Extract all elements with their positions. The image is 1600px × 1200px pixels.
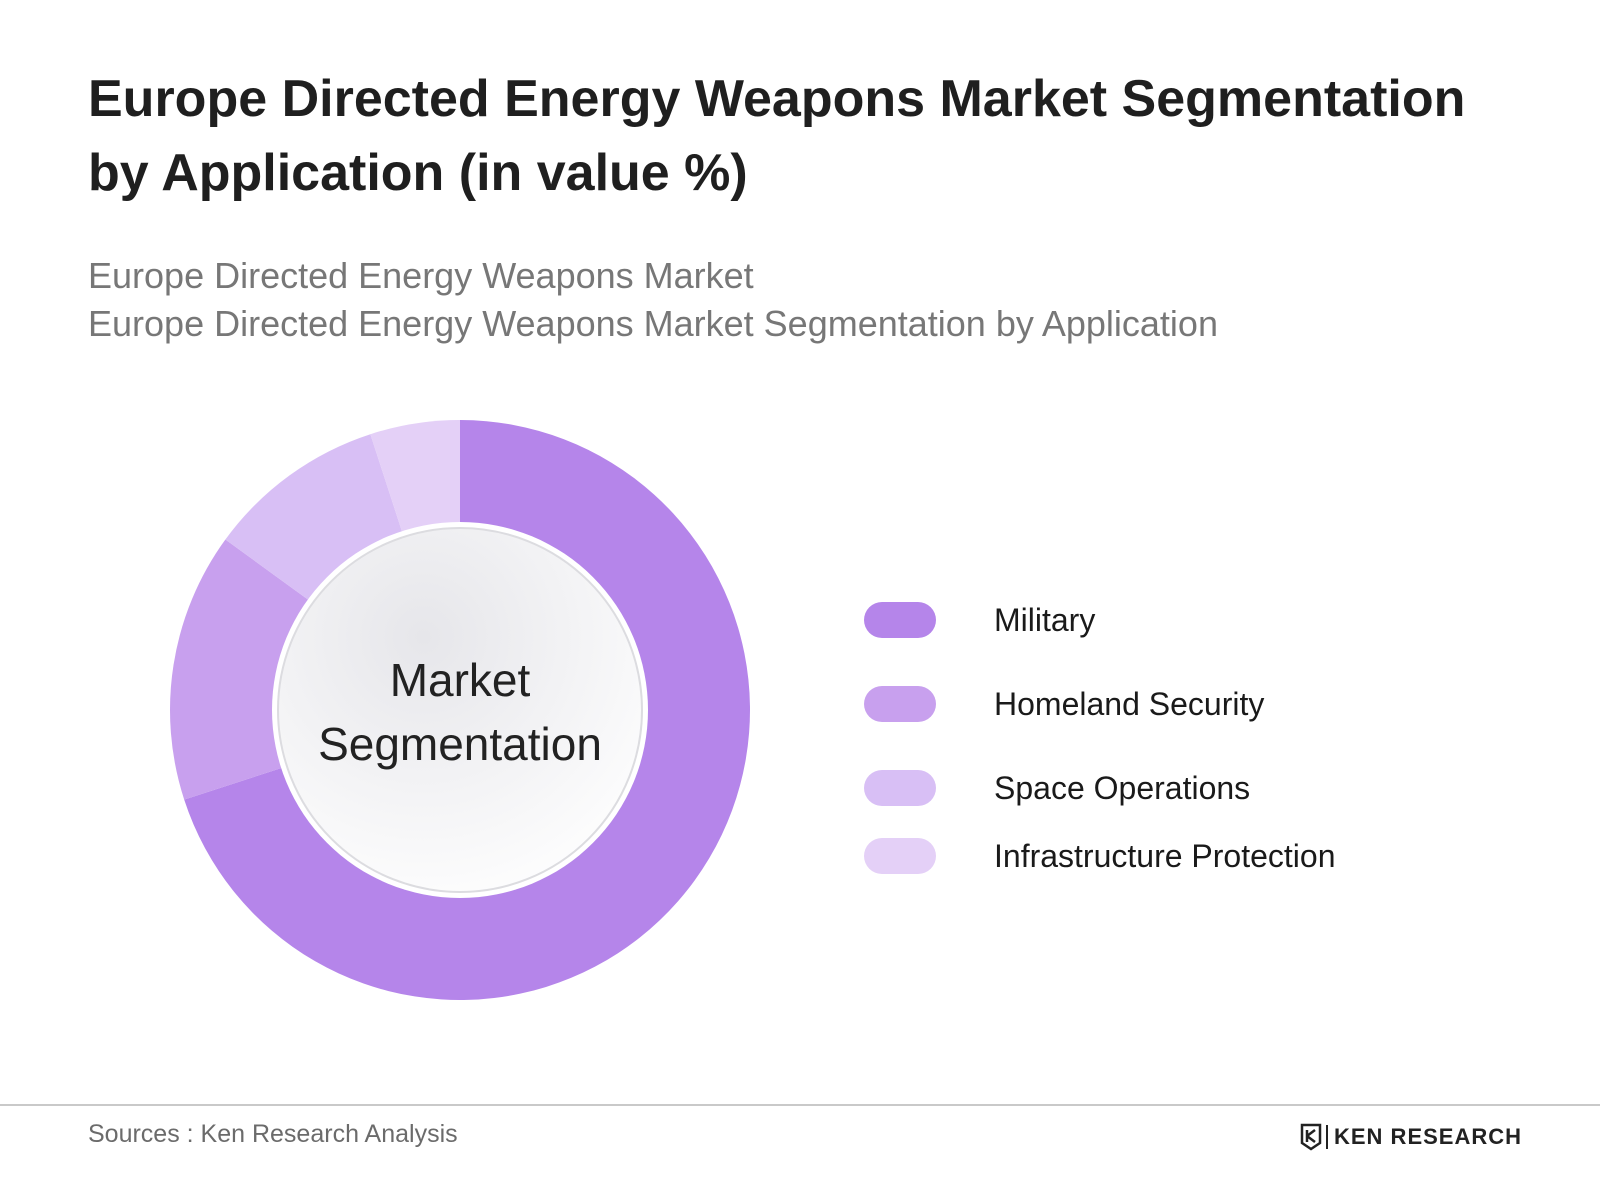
logo-text: KEN RESEARCH — [1334, 1124, 1523, 1149]
chart-subtitle: Europe Directed Energy Weapons Market Eu… — [88, 252, 1488, 348]
donut-chart: Market Segmentation — [170, 420, 750, 1000]
legend-swatch-infrastructure-protection — [864, 838, 936, 874]
footer-divider — [0, 1104, 1600, 1106]
legend-item-military[interactable]: Military — [864, 600, 1484, 640]
subtitle-line-2: Europe Directed Energy Weapons Market Se… — [88, 303, 1218, 344]
legend-label: Space Operations — [994, 770, 1251, 806]
legend-swatch-space-operations — [864, 770, 936, 806]
legend-item-homeland-security[interactable]: Homeland Security — [864, 684, 1484, 724]
ken-logo-icon — [1300, 1123, 1322, 1151]
legend-swatch-military — [864, 602, 936, 638]
donut-center — [277, 527, 643, 893]
center-label-line-1: Market — [390, 654, 531, 706]
legend-swatch-homeland-security — [864, 686, 936, 722]
legend-label: Military — [994, 602, 1096, 638]
legend-label: Homeland Security — [994, 686, 1265, 722]
source-note: Sources : Ken Research Analysis — [88, 1120, 458, 1148]
legend-item-infrastructure-protection[interactable]: Infrastructure Protection — [864, 836, 1484, 876]
subtitle-line-1: Europe Directed Energy Weapons Market — [88, 255, 754, 296]
chart-title: Europe Directed Energy Weapons Market Se… — [88, 70, 1466, 202]
legend-item-space-operations[interactable]: Space Operations — [864, 768, 1484, 808]
legend-label: Infrastructure Protection — [994, 838, 1336, 874]
center-label-line-2: Segmentation — [318, 718, 602, 770]
chart-legend: Military Homeland Security Space Operati… — [864, 600, 1484, 900]
logo-separator — [1326, 1125, 1328, 1149]
ken-research-logo: KEN RESEARCH — [1300, 1122, 1522, 1152]
